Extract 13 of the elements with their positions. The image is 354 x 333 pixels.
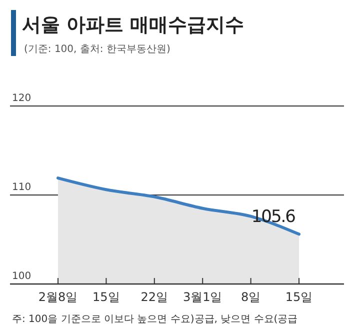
x-tick-label: 22일 — [140, 290, 168, 304]
x-tick-label: 2월8일 — [38, 290, 78, 304]
y-tick-label: 100 — [12, 271, 32, 282]
chart-subtitle: (기준: 100, 출처: 한국부동산원) — [24, 44, 170, 55]
y-tick-label: 110 — [12, 182, 32, 193]
x-tick-label: 15일 — [285, 290, 313, 304]
data-label: 105.6 — [251, 207, 296, 228]
x-tick-label: 15일 — [92, 290, 120, 304]
text: 주: 100을 기준으로 이보다 높으면 수요)공급, 낮으면 수요(공급 — [12, 314, 298, 325]
y-tick-label: 120 — [12, 93, 32, 104]
x-tick-label: 3월1일 — [182, 290, 222, 304]
x-tick-label: 8일 — [240, 290, 261, 304]
chart-title: 서울 아파트 매매수급지수 — [22, 14, 244, 36]
